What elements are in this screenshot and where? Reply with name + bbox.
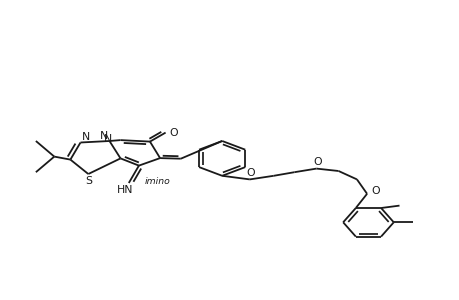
Text: O: O: [246, 168, 254, 178]
Text: O: O: [313, 157, 321, 167]
Text: S: S: [84, 176, 92, 186]
Text: N: N: [100, 130, 108, 141]
Text: N: N: [103, 134, 112, 144]
Text: O: O: [169, 128, 178, 138]
Text: N: N: [82, 132, 90, 142]
Text: HN: HN: [117, 184, 133, 195]
Text: O: O: [370, 186, 379, 196]
Text: imino: imino: [145, 177, 170, 186]
